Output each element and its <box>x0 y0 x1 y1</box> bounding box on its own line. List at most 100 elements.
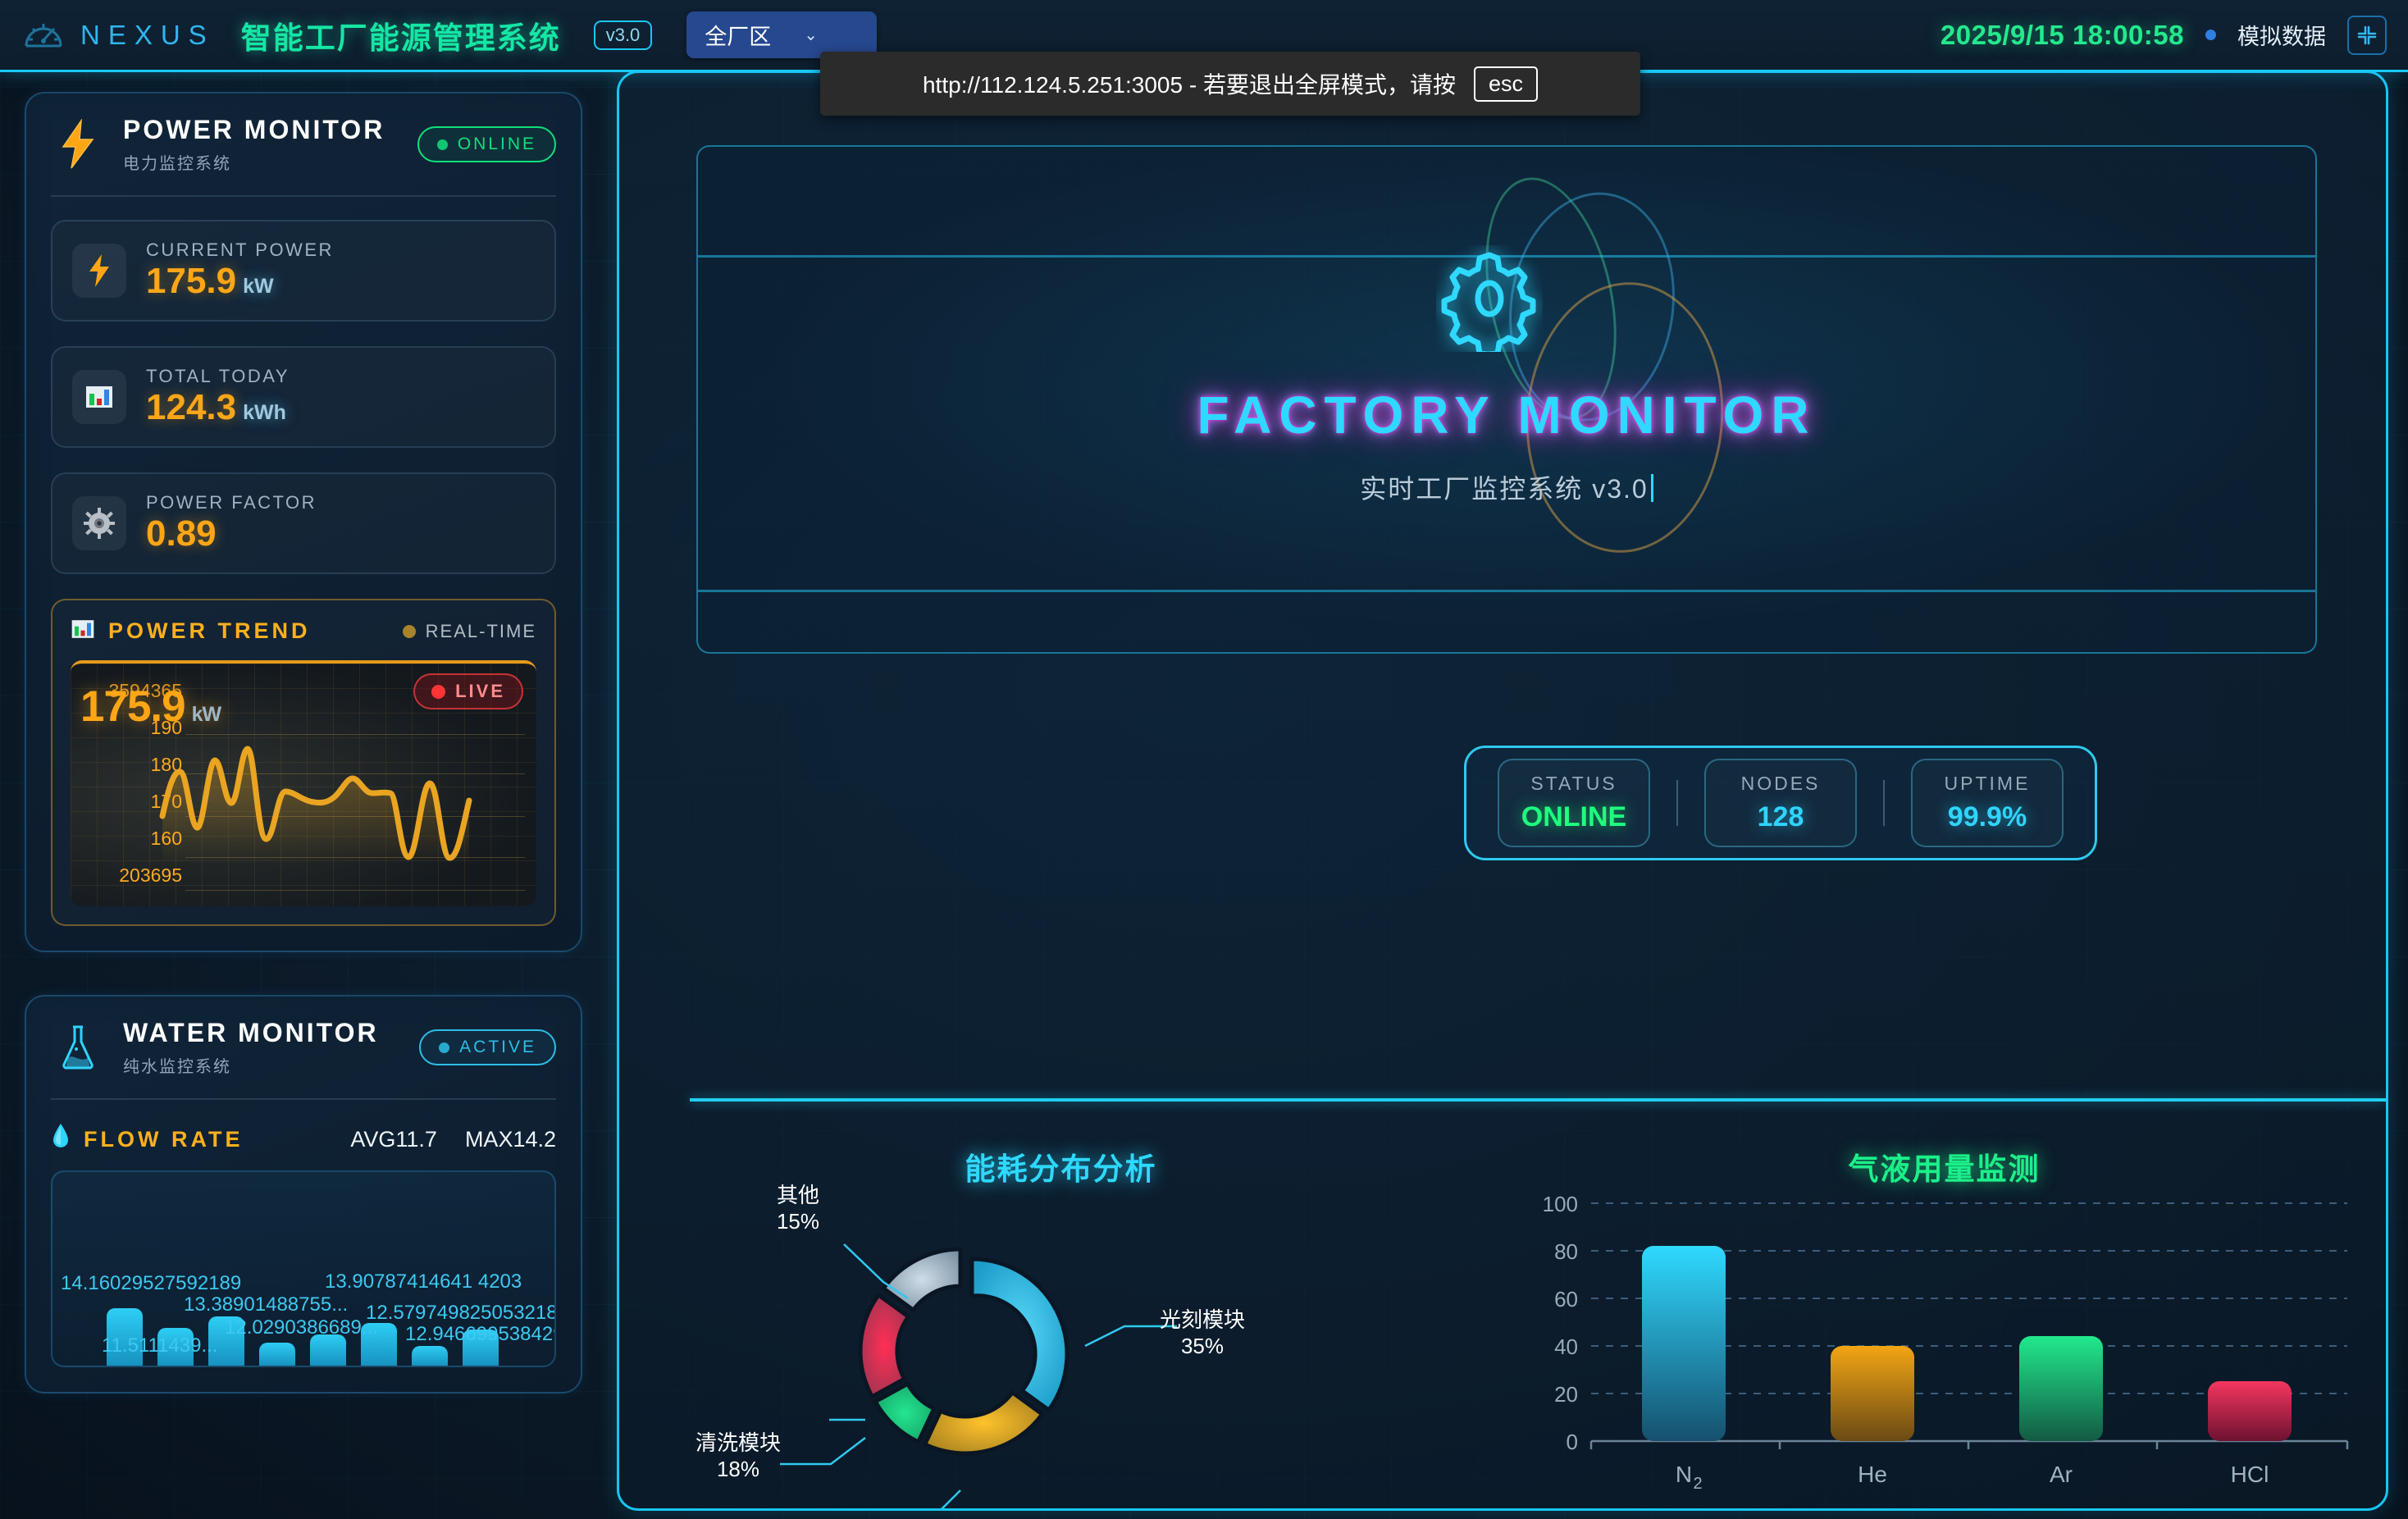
bar-chart-svg: 100 80 60 40 20 0 <box>1543 1192 2349 1493</box>
divider <box>51 195 556 197</box>
power-status-label: ONLINE <box>457 135 536 153</box>
gas-usage-chart: 气液用量监测 <box>1503 1131 2386 1508</box>
flow-rate-stats: AVG11.7 MAX14.2 <box>350 1127 556 1152</box>
flow-value: 12.0290386689... <box>225 1316 378 1339</box>
water-status-label: ACTIVE <box>459 1038 536 1056</box>
stat-label: STATUS <box>1530 773 1617 794</box>
hero-status-strip: STATUS ONLINE NODES 128 UPTIME 99.9% <box>1464 746 2097 860</box>
svg-text:80: 80 <box>1554 1239 1578 1264</box>
svg-text:100: 100 <box>1543 1192 1578 1216</box>
donut-label-other: 其他 15% <box>776 1183 820 1234</box>
brand-name-en: NEXUS <box>80 19 215 50</box>
water-panel-subtitle: 纯水监控系统 <box>123 1058 231 1076</box>
divider <box>1676 780 1678 826</box>
metric-unit: kW <box>243 275 274 298</box>
fullscreen-toast-message: http://112.124.5.251:3005 - 若要退出全屏模式，请按 <box>922 72 1456 98</box>
hero-subtitle: 实时工厂监控系统 v3.0 <box>698 468 2315 506</box>
bar-chart-icon <box>71 617 95 645</box>
hero-panel: FACTORY MONITOR 实时工厂监控系统 v3.0 <box>696 145 2317 654</box>
flow-rate-plot: 14.16029527592189 13.90787414641 4203 13… <box>51 1170 556 1367</box>
stat-card-uptime: UPTIME 99.9% <box>1911 759 2064 847</box>
flow-value: 13.38901488755... <box>184 1293 349 1316</box>
power-panel-header: POWER MONITOR 电力监控系统 ONLINE <box>51 115 556 174</box>
flow-max: MAX14.2 <box>464 1126 556 1152</box>
power-panel-title: POWER MONITOR <box>123 115 385 144</box>
zone-select-value: 全厂区 <box>705 25 772 49</box>
water-panel-title: WATER MONITOR <box>123 1018 379 1047</box>
brand-name-cn: 智能工厂能源管理系统 <box>240 21 561 55</box>
lightning-icon <box>72 244 126 298</box>
droplet-icon <box>51 1123 71 1156</box>
svg-text:2: 2 <box>1693 1475 1702 1493</box>
status-dot-icon <box>439 1042 450 1053</box>
gauge-icon <box>21 13 66 57</box>
water-monitor-panel: WATER MONITOR 纯水监控系统 ACTIVE FLOW RATE <box>25 995 582 1394</box>
metric-total-today: TOTAL TODAY 124.3 kWh <box>51 346 556 448</box>
esc-key-badge: esc <box>1473 66 1538 102</box>
power-trend-header: POWER TREND REAL-TIME <box>71 617 536 645</box>
power-trend-plot: 3594365 190 180 170 160 203695 <box>71 660 536 906</box>
data-mode-label: 模拟数据 <box>2237 25 2326 49</box>
chevron-down-icon: ⌄ <box>804 26 819 44</box>
flow-value: 11.5111439... <box>102 1334 218 1357</box>
bar-chart-icon <box>72 370 126 424</box>
stat-label: NODES <box>1740 773 1821 794</box>
exit-fullscreen-icon[interactable] <box>2347 15 2387 55</box>
live-badge: LIVE <box>413 673 523 709</box>
data-mode-dot-icon <box>2205 30 2216 40</box>
flow-value: 12.946699538429 <box>405 1323 556 1345</box>
live-label: LIVE <box>455 681 505 701</box>
svg-text:40: 40 <box>1554 1334 1578 1359</box>
svg-text:He: He <box>1858 1462 1887 1487</box>
flow-avg: AVG11.7 <box>350 1126 437 1152</box>
metric-value: 0.89 <box>146 513 217 554</box>
flow-value: 13.90787414641 4203 <box>325 1270 522 1293</box>
energy-distribution-chart: 能耗分布分析 <box>619 1131 1503 1508</box>
flow-value: 12.579749825053218 <box>366 1302 556 1324</box>
metric-label: POWER FACTOR <box>146 492 317 513</box>
app-stage: POWER MONITOR 电力监控系统 ONLINE CURRENT POWE… <box>0 71 2408 1519</box>
big-value-unit: kW <box>191 703 221 726</box>
lightning-icon <box>51 117 105 171</box>
water-status-badge: ACTIVE <box>419 1029 556 1065</box>
big-value: 175.9 <box>80 682 186 731</box>
flask-icon <box>51 1020 105 1074</box>
svg-text:Ar: Ar <box>2050 1462 2073 1487</box>
metric-label: TOTAL TODAY <box>146 366 290 386</box>
clock-display: 2025/9/15 18:00:58 <box>1940 19 2184 50</box>
donut-label-cleaning: 清洗模块 18% <box>695 1430 781 1482</box>
water-panel-header: WATER MONITOR 纯水监控系统 ACTIVE <box>51 1018 556 1077</box>
power-trend-title: POWER TREND <box>108 618 311 643</box>
divider <box>1883 780 1885 826</box>
section-divider <box>690 1098 2386 1102</box>
realtime-dot-icon <box>402 624 416 638</box>
fullscreen-toast: http://112.124.5.251:3005 - 若要退出全屏模式，请按 … <box>820 52 1640 116</box>
svg-text:60: 60 <box>1554 1287 1578 1311</box>
gear-icon <box>72 496 126 550</box>
status-dot-icon <box>436 139 448 150</box>
flow-rate-title: FLOW RATE <box>84 1126 244 1152</box>
power-panel-subtitle: 电力监控系统 <box>123 155 231 173</box>
divider <box>51 1098 556 1100</box>
bar-chart-title: 气液用量监测 <box>1848 1152 2041 1186</box>
power-trend-card: POWER TREND REAL-TIME 3594365 19 <box>51 599 556 926</box>
metric-value: 175.9 <box>146 261 237 301</box>
power-status-badge: ONLINE <box>417 126 556 162</box>
metric-power-factor: POWER FACTOR 0.89 <box>51 472 556 574</box>
left-sidebar: POWER MONITOR 电力监控系统 ONLINE CURRENT POWE… <box>25 92 582 1394</box>
metric-label: CURRENT POWER <box>146 239 334 260</box>
power-monitor-panel: POWER MONITOR 电力监控系统 ONLINE CURRENT POWE… <box>25 92 582 952</box>
stat-value: 128 <box>1757 801 1804 832</box>
stat-card-nodes: NODES 128 <box>1704 759 1857 847</box>
brand-logo: NEXUS 智能工厂能源管理系统 v3.0 <box>0 13 653 57</box>
donut-label-litho: 光刻模块 35% <box>1159 1307 1245 1359</box>
flow-rate-header: FLOW RATE AVG11.7 MAX14.2 <box>51 1123 556 1156</box>
svg-text:HCl: HCl <box>2231 1462 2269 1487</box>
flow-rate-overlap-values: 14.16029527592189 13.90787414641 4203 13… <box>52 1266 554 1364</box>
charts-row: 能耗分布分析 <box>619 1131 2386 1508</box>
main-content: FACTORY MONITOR 实时工厂监控系统 v3.0 STATUS ONL… <box>617 71 2388 1511</box>
metric-value: 124.3 <box>146 387 237 427</box>
metric-unit: kWh <box>243 401 286 424</box>
metric-current-power: CURRENT POWER 175.9 kW <box>51 220 556 322</box>
power-trend-realtime: REAL-TIME <box>402 621 536 642</box>
